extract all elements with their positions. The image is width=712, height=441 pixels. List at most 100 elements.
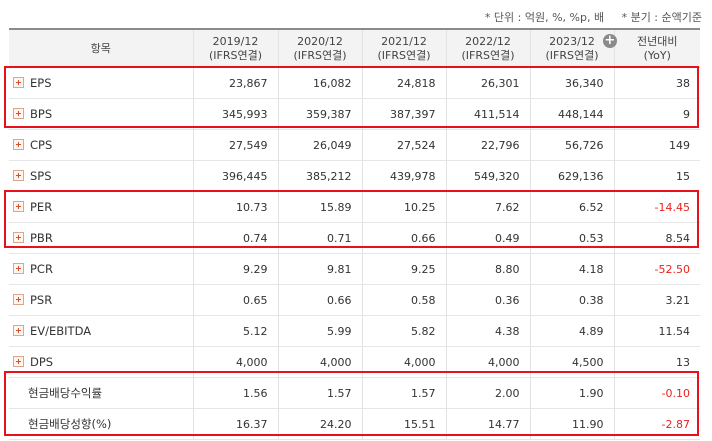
row-label[interactable]: BPS (30, 107, 53, 121)
row-label[interactable]: PSR (30, 293, 53, 307)
period-year: 2019/12 (212, 34, 259, 48)
row-label[interactable]: CPS (30, 138, 53, 152)
row-label-cell: SPS (9, 160, 193, 192)
plus-box-icon[interactable] (13, 325, 24, 336)
header-item: 항목 (9, 28, 193, 68)
row-label[interactable]: DPS (30, 355, 54, 369)
row-label[interactable]: SPS (30, 169, 52, 183)
yoy-cell: -2.87 (613, 408, 700, 440)
yoy-cell: 8.54 (613, 222, 700, 254)
value-cell: 411,514 (445, 98, 530, 130)
value-cell: 448,144 (529, 98, 614, 130)
row-label-cell: PER (9, 191, 193, 223)
row-label-cell: BPS (9, 98, 193, 130)
table-row: PER 10.73 15.89 10.25 7.62 6.52 -14.45 (9, 191, 700, 223)
value-cell: 345,993 (192, 98, 278, 130)
value-cell: 0.66 (277, 284, 362, 316)
header-period: 2021/12 (IFRS연결) (361, 28, 446, 68)
row-label-cell: EPS (9, 67, 193, 99)
value-cell: 16,082 (277, 67, 362, 99)
value-cell: 10.73 (192, 191, 278, 223)
value-cell: 24,818 (361, 67, 446, 99)
value-cell: 4,000 (277, 346, 362, 378)
table-row: CPS 27,549 26,049 27,524 22,796 56,726 149 (9, 129, 700, 161)
unit-note: * 단위 : 억원, %, %p, 배 (484, 11, 605, 24)
value-cell: 27,524 (361, 129, 446, 161)
period-basis: (IFRS연결) (208, 48, 263, 62)
table-row: EPS 23,867 16,082 24,818 26,301 36,340 38 (9, 67, 700, 99)
yoy-subtitle: (YoY) (643, 48, 671, 62)
row-label-cell: PCR (9, 253, 193, 285)
table-row: PBR 0.74 0.71 0.66 0.49 0.53 8.54 (9, 222, 700, 254)
plus-circle-icon[interactable]: + (602, 32, 617, 48)
value-cell: 26,049 (277, 129, 362, 161)
period-year: 2022/12 (465, 34, 511, 48)
plus-box-icon[interactable] (13, 201, 24, 212)
value-cell: 10.25 (361, 191, 446, 223)
value-cell: 2.00 (445, 377, 530, 409)
value-cell: 23,867 (192, 67, 278, 99)
yoy-title: 전년대비 (637, 34, 678, 48)
table-row: 현금배당수익률 1.56 1.57 1.57 2.00 1.90 -0.10 (9, 377, 700, 409)
table-row: EV/EBITDA 5.12 5.99 5.82 4.38 4.89 11.54 (9, 315, 700, 347)
value-cell: 4.18 (529, 253, 614, 285)
value-cell: 22,796 (445, 129, 530, 161)
period-year: 2021/12 (381, 34, 427, 48)
value-cell: 0.65 (192, 284, 278, 316)
value-cell: 1.57 (361, 377, 446, 409)
yoy-cell: 11.54 (613, 315, 700, 347)
value-cell: 5.82 (361, 315, 446, 347)
row-label[interactable]: PER (30, 200, 53, 214)
value-cell: 15.51 (361, 408, 446, 440)
yoy-cell: 149 (613, 129, 700, 161)
value-cell: 0.71 (277, 222, 362, 254)
value-cell: 0.58 (361, 284, 446, 316)
period-basis: (IFRS연결) (545, 48, 599, 62)
value-cell: 6.52 (529, 191, 614, 223)
header-period: 2022/12 (IFRS연결) (445, 28, 530, 68)
value-cell: 14.77 (445, 408, 530, 440)
value-cell: 15.89 (277, 191, 362, 223)
row-label-cell: EV/EBITDA (9, 315, 193, 347)
row-label-cell: DPS (9, 346, 193, 378)
yoy-cell: -52.50 (613, 253, 700, 285)
row-label: 현금배당수익률 (28, 386, 103, 400)
plus-box-icon[interactable] (13, 77, 24, 88)
value-cell: 5.12 (192, 315, 278, 347)
value-cell: 1.90 (529, 377, 614, 409)
plus-box-icon[interactable] (13, 294, 24, 305)
value-cell: 4.38 (445, 315, 530, 347)
header-period: 2020/12 (IFRS연결) (277, 28, 362, 68)
yoy-cell: 3.21 (613, 284, 700, 316)
value-cell: 36,340 (529, 67, 614, 99)
yoy-cell: 15 (613, 160, 700, 192)
row-label[interactable]: EV/EBITDA (30, 324, 92, 338)
plus-box-icon[interactable] (13, 232, 24, 243)
plus-box-icon[interactable] (13, 356, 24, 367)
header-yoy: 전년대비 (YoY) (613, 28, 700, 68)
header-period: 2023/12 + (IFRS연결) (529, 28, 617, 68)
row-label[interactable]: PBR (30, 231, 53, 245)
yoy-cell: -0.10 (613, 377, 700, 409)
value-cell: 0.74 (192, 222, 278, 254)
plus-box-icon[interactable] (13, 263, 24, 274)
row-label[interactable]: PCR (30, 262, 53, 276)
period-basis: (IFRS연결) (461, 48, 515, 62)
financial-ratio-table: 항목 2019/12 (IFRS연결) 2020/12 (IFRS연결) 202… (9, 28, 700, 440)
plus-box-icon[interactable] (13, 170, 24, 181)
value-cell: 24.20 (277, 408, 362, 440)
plus-box-icon[interactable] (13, 108, 24, 119)
value-cell: 27,549 (192, 129, 278, 161)
row-label-cell: PSR (9, 284, 193, 316)
row-label: 현금배당성향(%) (28, 417, 112, 431)
value-cell: 4,500 (529, 346, 614, 378)
value-cell: 0.36 (445, 284, 530, 316)
value-cell: 396,445 (192, 160, 278, 192)
value-cell: 439,978 (361, 160, 446, 192)
value-cell: 1.56 (192, 377, 278, 409)
row-label-cell: 현금배당수익률 (9, 377, 193, 409)
row-label[interactable]: EPS (30, 76, 52, 90)
value-cell: 26,301 (445, 67, 530, 99)
plus-box-icon[interactable] (13, 139, 24, 150)
value-cell: 4.89 (529, 315, 614, 347)
